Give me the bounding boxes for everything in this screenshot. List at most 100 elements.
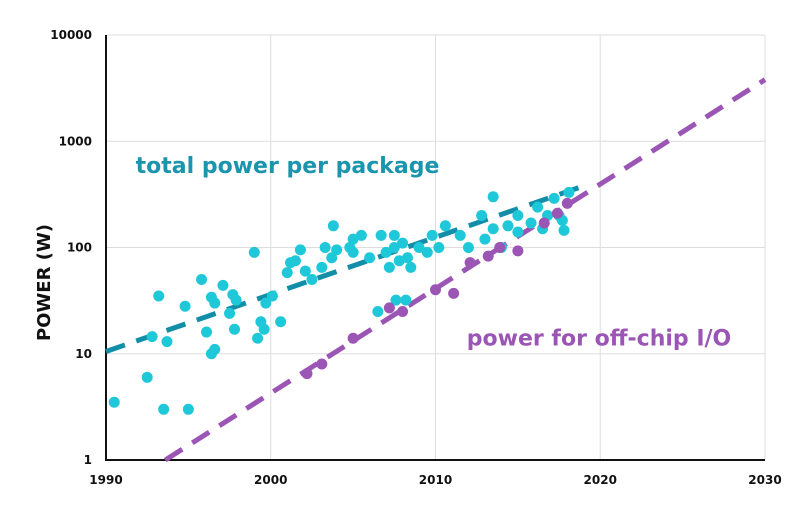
total-power-point [487, 223, 499, 235]
total-power-point [401, 252, 413, 264]
total-power-point [558, 224, 570, 236]
total-power-point [532, 201, 544, 213]
y-tick-label: 100 [67, 241, 92, 255]
total-power-point [326, 252, 338, 264]
total-power-point [563, 186, 575, 198]
total-power-point [388, 229, 400, 241]
total-power-point [331, 244, 343, 256]
total-power-point [275, 316, 287, 328]
total-power-point [327, 220, 339, 232]
y-tick-label: 10 [75, 347, 92, 361]
total-power-point [413, 242, 425, 253]
total-power-point [426, 229, 438, 241]
total-power-point [388, 242, 400, 253]
io-power-point [551, 207, 563, 219]
total-power-point [200, 326, 212, 338]
total-power-point [548, 192, 560, 204]
tick-labels: 1 10 100 1000 10000 1990 2000 2010 2020 2030 [50, 28, 781, 487]
y-tick-label: 1 [84, 453, 92, 467]
y-tick-label: 1000 [59, 134, 92, 148]
total-power-point [230, 294, 242, 306]
total-power-point [316, 261, 328, 273]
total-power-point [347, 246, 359, 258]
total-power-point [229, 323, 241, 335]
total-power-point [433, 242, 445, 253]
y-tick-label: 10000 [50, 28, 92, 42]
y-axis-title: POWER (W) [34, 224, 55, 341]
total-power-label: total power per package [136, 154, 440, 179]
total-power-point [421, 246, 433, 258]
io-power-point [316, 358, 328, 370]
total-power-point [266, 290, 278, 302]
io-power-point [430, 284, 441, 296]
total-power-point [209, 343, 221, 355]
io-power-point [494, 242, 506, 253]
total-power-point [248, 246, 260, 258]
total-power-point [405, 261, 417, 273]
total-power-point [400, 294, 412, 306]
axes [105, 35, 765, 461]
total-power-point [179, 300, 191, 312]
total-power-point [196, 273, 208, 285]
total-power-point [294, 244, 306, 256]
total-power-point [390, 294, 402, 306]
io-power-point [538, 217, 550, 229]
total-power-point [454, 229, 466, 241]
total-power-point [462, 242, 474, 253]
annotations: total power per package power for off-chi… [136, 154, 732, 351]
total-power-point [525, 217, 537, 229]
total-power-point [258, 323, 270, 335]
io-power-point [347, 332, 359, 344]
data-points [108, 186, 575, 415]
total-power-point [439, 220, 451, 232]
io-power-label: power for off-chip I/O [467, 326, 731, 351]
total-power-point [487, 191, 499, 203]
total-power-point [108, 396, 120, 408]
total-power-point [161, 336, 173, 348]
total-power-point [380, 246, 392, 258]
x-tick-label: 1990 [89, 473, 122, 487]
total-power-point [289, 255, 301, 267]
x-tick-label: 2000 [254, 473, 287, 487]
x-tick-label: 2030 [748, 473, 781, 487]
total-power-point [260, 297, 272, 309]
total-power-point [209, 297, 221, 309]
total-power-point [355, 229, 367, 241]
total-power-point [347, 233, 359, 245]
io-power-point [561, 197, 573, 209]
total-power-point [217, 279, 229, 291]
total-power-point [479, 233, 491, 245]
total-power-trend-line [105, 183, 585, 354]
total-power-point [364, 252, 376, 264]
io-power-point [301, 368, 313, 380]
total-power-point [383, 261, 395, 273]
total-power-point [299, 265, 311, 277]
total-power-point [306, 273, 318, 285]
io-power-trend-line [163, 77, 767, 463]
total-power-point [141, 371, 153, 383]
x-tick-label: 2020 [584, 473, 617, 487]
total-power-point [512, 226, 524, 238]
total-power-point [153, 290, 165, 302]
total-power-point [252, 332, 264, 344]
io-power-point [383, 302, 395, 314]
io-power-point [482, 250, 494, 262]
io-power-point [397, 305, 409, 317]
total-power-point [182, 403, 194, 415]
total-power-point [319, 242, 331, 253]
total-power-point [397, 237, 409, 249]
total-power-point [512, 210, 524, 222]
trend-lines [105, 77, 767, 463]
total-power-point [502, 220, 514, 232]
io-power-point [448, 287, 460, 299]
total-power-point [372, 305, 384, 317]
total-power-point [224, 307, 236, 319]
total-power-point [375, 229, 387, 241]
x-tick-label: 2010 [419, 473, 452, 487]
total-power-point [158, 403, 170, 415]
total-power-point [281, 267, 293, 279]
total-power-point [146, 331, 158, 343]
io-power-point [464, 257, 476, 269]
io-power-point [512, 245, 524, 257]
